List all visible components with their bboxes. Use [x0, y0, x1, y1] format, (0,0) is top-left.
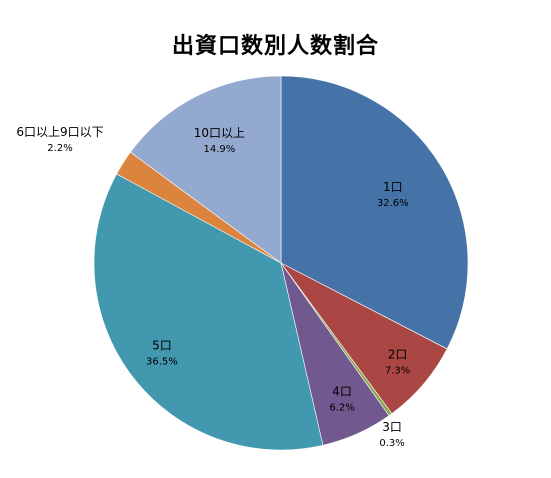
pie-slice [280, 75, 469, 350]
slice-label: 6口以上9口以下 [16, 125, 103, 139]
slice-label: 2口 [388, 348, 408, 362]
slice-value-label: 14.9% [204, 144, 236, 155]
chart-title: 出資口数別人数割合 [171, 34, 379, 59]
slice-label: 3口 [382, 420, 402, 434]
pie-slices [93, 75, 469, 451]
slice-value-label: 0.3% [379, 438, 404, 449]
slice-label: 5口 [152, 339, 172, 353]
slice-value-label: 32.6% [377, 198, 409, 209]
slice-value-label: 2.2% [47, 143, 72, 154]
slice-value-label: 36.5% [146, 357, 178, 368]
slice-label: 10口以上 [194, 126, 245, 140]
slice-value-label: 6.2% [329, 403, 354, 414]
slice-labels: 1口 32.6% 2口 7.3% 3口 0.3% 4口 6.2% 5口 36.5% 6口以上9口以下… [16, 125, 410, 449]
slice-value-label: 7.3% [385, 366, 410, 377]
pie-slice [129, 75, 282, 264]
slice-label: 4口 [332, 385, 352, 399]
pie-slice [93, 173, 324, 451]
slice-label: 1口 [383, 180, 403, 194]
